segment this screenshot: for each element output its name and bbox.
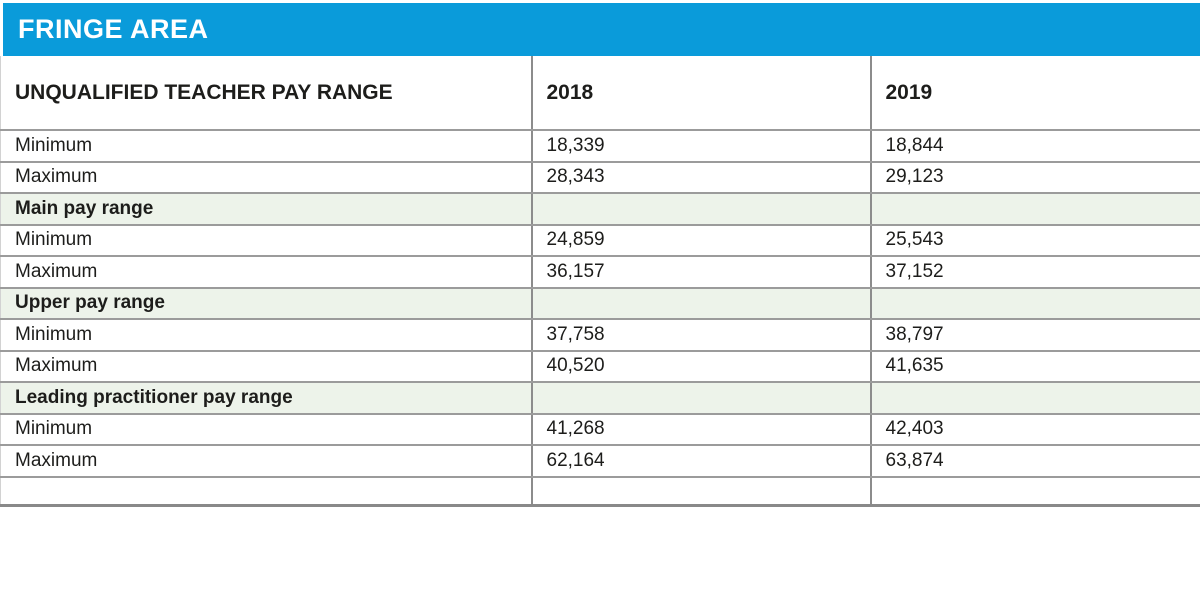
section-header-row: Main pay range: [0, 193, 1200, 226]
row-label-cell: Maximum: [0, 161, 532, 194]
column-header-category: UNQUALIFIED TEACHER PAY RANGE: [0, 56, 532, 131]
value-2019-cell: 41,635: [869, 350, 1200, 383]
table-row: Maximum 40,520 41,635: [0, 350, 1200, 383]
row-label-cell: Maximum: [0, 350, 532, 383]
row-label-cell: [0, 476, 532, 507]
pay-range-table: UNQUALIFIED TEACHER PAY RANGE 2018 2019 …: [0, 56, 1200, 507]
section-label-cell: Main pay range: [0, 193, 532, 226]
table-row: Maximum 62,164 63,874: [0, 445, 1200, 478]
table-row: Minimum 37,758 38,797: [0, 319, 1200, 352]
value-2018-cell: [530, 287, 871, 320]
table-row: Minimum 24,859 25,543: [0, 224, 1200, 257]
value-2019-cell: [869, 476, 1200, 507]
value-2019-cell: 25,543: [869, 224, 1200, 257]
row-label-cell: Maximum: [0, 256, 532, 289]
value-2018-cell: 37,758: [530, 319, 871, 352]
section-label-cell: Leading practitioner pay range: [0, 382, 532, 415]
value-2018-cell: [530, 476, 871, 507]
value-2018-cell: 41,268: [530, 413, 871, 446]
section-label-cell: Upper pay range: [0, 287, 532, 320]
value-2019-cell: 37,152: [869, 256, 1200, 289]
row-label-cell: Maximum: [0, 445, 532, 478]
table-row: Minimum 18,339 18,844: [0, 130, 1200, 163]
value-2018-cell: 18,339: [530, 130, 871, 163]
value-2019-cell: [869, 193, 1200, 226]
section-header-row: Leading practitioner pay range: [0, 382, 1200, 415]
value-2019-cell: 38,797: [869, 319, 1200, 352]
value-2019-cell: [869, 382, 1200, 415]
table-row: Maximum 36,157 37,152: [0, 256, 1200, 289]
value-2019-cell: [869, 287, 1200, 320]
row-label-cell: Minimum: [0, 319, 532, 352]
value-2019-cell: 63,874: [869, 445, 1200, 478]
value-2018-cell: 24,859: [530, 224, 871, 257]
value-2019-cell: 18,844: [869, 130, 1200, 163]
value-2018-cell: 28,343: [530, 161, 871, 194]
value-2018-cell: 36,157: [530, 256, 871, 289]
row-label-cell: Minimum: [0, 130, 532, 163]
table-header-row: UNQUALIFIED TEACHER PAY RANGE 2018 2019: [0, 56, 1200, 131]
row-label-cell: Minimum: [0, 224, 532, 257]
column-header-2019: 2019: [869, 56, 1200, 131]
table-row: Minimum 41,268 42,403: [0, 413, 1200, 446]
value-2018-cell: [530, 193, 871, 226]
empty-row: [0, 476, 1200, 507]
row-label-cell: Minimum: [0, 413, 532, 446]
title-bar: FRINGE AREA: [3, 3, 1200, 56]
value-2019-cell: 29,123: [869, 161, 1200, 194]
value-2019-cell: 42,403: [869, 413, 1200, 446]
page-title: FRINGE AREA: [18, 14, 209, 44]
value-2018-cell: 62,164: [530, 445, 871, 478]
column-header-2018: 2018: [530, 56, 871, 131]
table-row: Maximum 28,343 29,123: [0, 161, 1200, 194]
value-2018-cell: [530, 382, 871, 415]
value-2018-cell: 40,520: [530, 350, 871, 383]
section-header-row: Upper pay range: [0, 287, 1200, 320]
